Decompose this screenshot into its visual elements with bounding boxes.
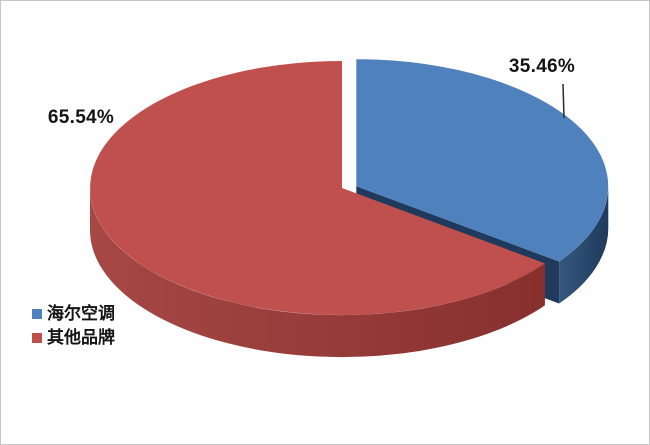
data-label-blue-slice: 35.46% [508,56,576,77]
legend-swatch-red-icon [32,332,42,343]
data-label-red-slice: 65.54% [47,107,115,128]
legend-label-other: 其他品牌 [47,328,115,347]
slice-top-0 [356,59,609,262]
legend-item-other: 其他品牌 [32,326,115,349]
legend: 海尔空调 其他品牌 [32,302,115,349]
slice-top-1 [90,61,545,315]
slice-wall-1 [89,188,545,358]
legend-label-haier: 海尔空调 [47,304,115,323]
legend-swatch-blue-icon [32,308,42,319]
leader-line [562,83,565,119]
slice-wall-0 [559,186,609,304]
legend-item-haier: 海尔空调 [32,302,115,325]
